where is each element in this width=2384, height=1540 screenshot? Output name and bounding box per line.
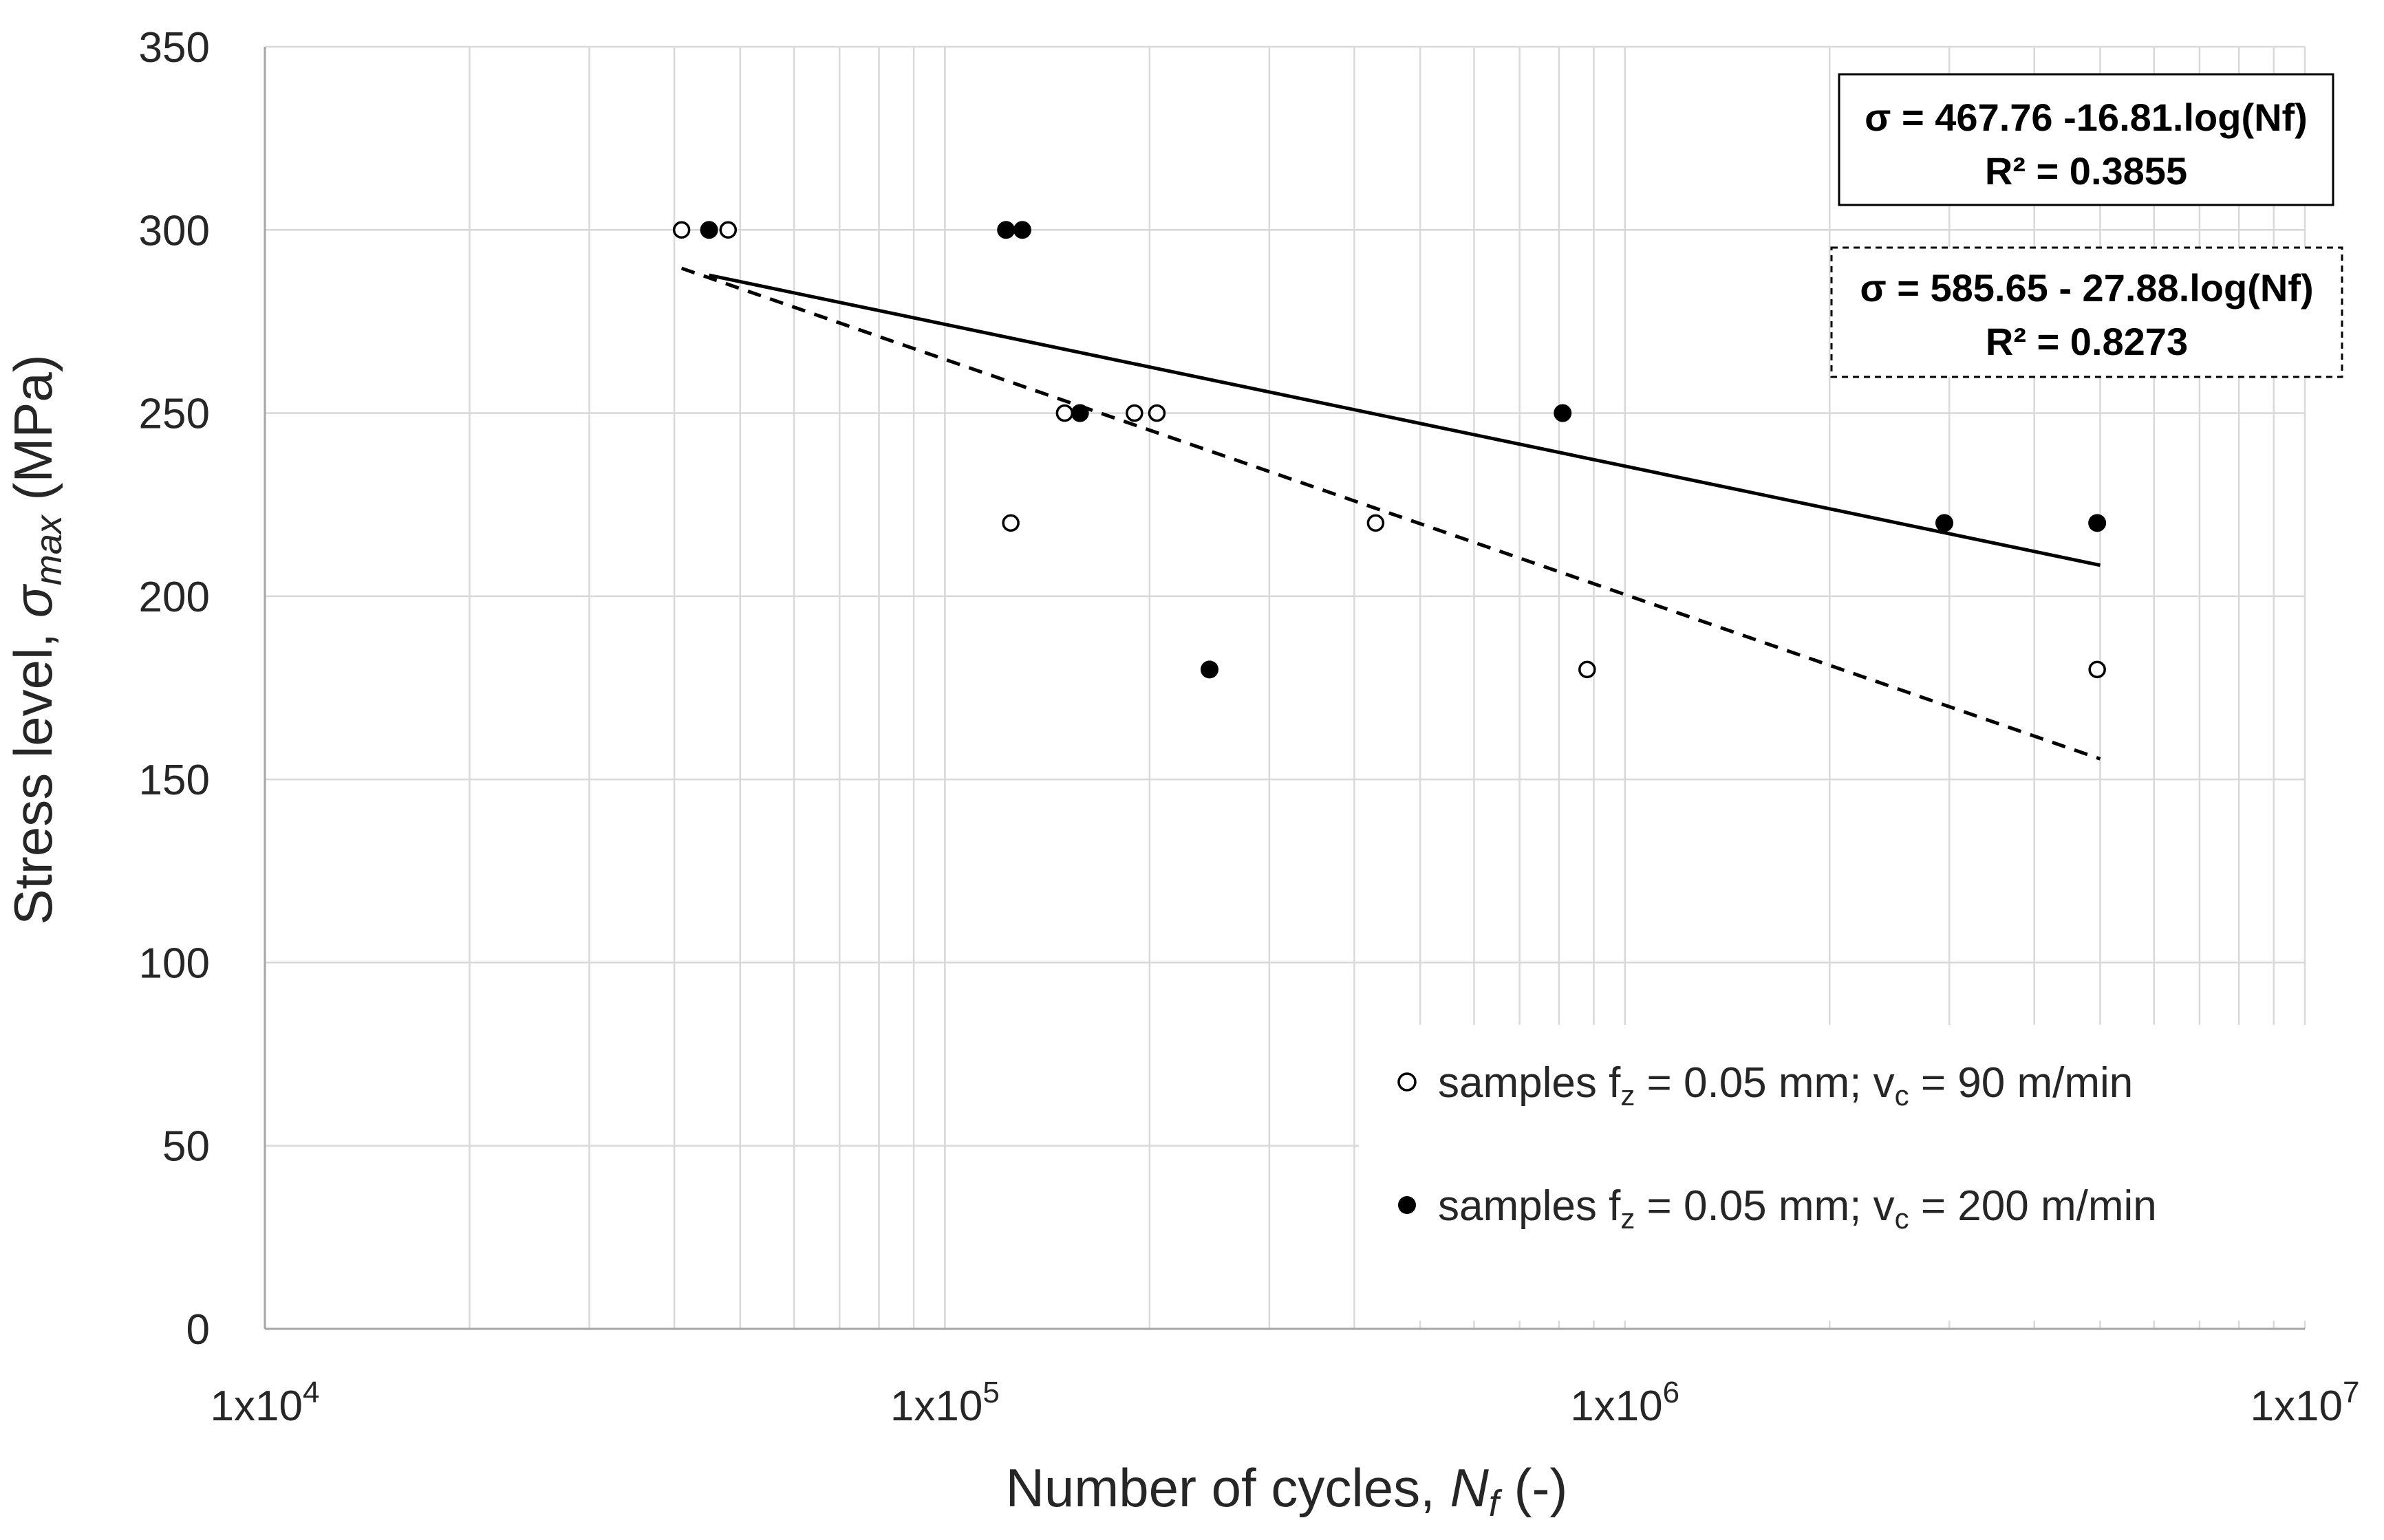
equation-solid-line1: σ = 467.76 -16.81.log(Nf) xyxy=(1865,96,2308,139)
data-point-open xyxy=(719,221,738,239)
y-tick-label: 100 xyxy=(139,940,210,987)
equation-box-dashed-border xyxy=(1830,246,2343,378)
x-axis-title: Number of cycles, Nf (-) xyxy=(1006,1457,1568,1524)
y-tick-label: 200 xyxy=(139,574,210,621)
legend-label-200: samples fz = 0.05 mm; vc = 200 m/min xyxy=(1438,1182,2157,1235)
data-point-open xyxy=(1055,404,1074,422)
data-point-filled xyxy=(700,221,718,239)
legend: samples fz = 0.05 mm; vc = 90 m/min samp… xyxy=(1359,1025,2312,1321)
y-tick-label: 350 xyxy=(139,24,210,72)
trendline-dashed xyxy=(680,266,2101,761)
data-point-open xyxy=(1002,514,1020,532)
y-tick-label: 150 xyxy=(139,757,210,804)
equation-solid-r2: R² = 0.3855 xyxy=(1985,149,2187,193)
data-point-filled xyxy=(2088,514,2107,532)
equation-box-solid-border xyxy=(1838,73,2334,206)
equation-box-dashed: σ = 585.65 - 27.88.log(Nf) R² = 0.8273 xyxy=(1830,246,2343,378)
legend-background xyxy=(1359,1025,2312,1321)
data-point-open xyxy=(2088,660,2106,679)
trendline-solid xyxy=(709,273,2101,567)
x-tick-label: 1x105 xyxy=(890,1376,1000,1430)
y-tick-label: 50 xyxy=(162,1123,210,1171)
equation-dashed-r2: R² = 0.8273 xyxy=(1986,320,2188,363)
data-points xyxy=(672,221,2107,679)
legend-marker-filled xyxy=(1398,1196,1416,1214)
y-tick-label: 300 xyxy=(139,207,210,254)
data-point-filled xyxy=(1200,660,1218,679)
data-point-open xyxy=(1366,514,1385,532)
y-tick-label: 0 xyxy=(186,1306,210,1354)
trendlines xyxy=(680,266,2101,761)
data-point-filled xyxy=(1554,404,1572,422)
x-tick-labels: 1x104 1x105 1x106 1x107 xyxy=(211,1376,2360,1430)
y-tick-label: 250 xyxy=(139,391,210,438)
data-point-filled xyxy=(997,221,1016,239)
y-tick-labels: 0 50 100 150 200 250 300 350 xyxy=(139,24,210,1354)
x-tick-label: 1x107 xyxy=(2251,1376,2360,1430)
data-point-filled xyxy=(1013,221,1031,239)
legend-label-90: samples fz = 0.05 mm; vc = 90 m/min xyxy=(1438,1059,2133,1111)
data-point-filled xyxy=(1935,514,1954,532)
axes xyxy=(264,47,2305,1330)
x-tick-label: 1x106 xyxy=(1570,1376,1679,1430)
data-point-open xyxy=(672,221,691,239)
data-point-open xyxy=(1578,660,1596,679)
legend-marker-open xyxy=(1397,1072,1417,1092)
equation-box-solid: σ = 467.76 -16.81.log(Nf) R² = 0.3855 xyxy=(1838,73,2334,206)
y-axis-title: Stress level, σmax (MPa) xyxy=(3,354,69,925)
data-point-open xyxy=(1126,404,1143,422)
data-point-filled xyxy=(1071,404,1089,422)
equation-dashed-line1: σ = 585.65 - 27.88.log(Nf) xyxy=(1860,266,2313,310)
data-point-open xyxy=(1148,404,1166,422)
x-tick-label: 1x104 xyxy=(211,1376,320,1430)
